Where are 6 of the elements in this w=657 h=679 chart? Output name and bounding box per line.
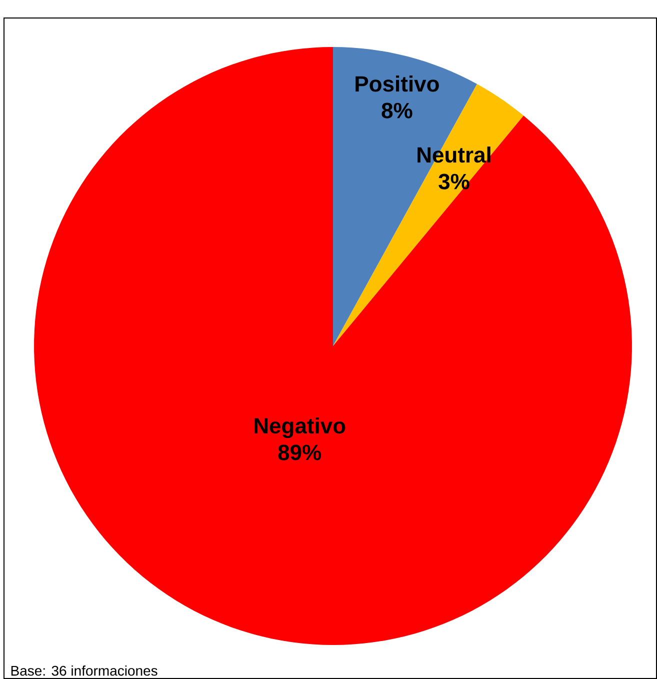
slice-label: Negativo	[254, 417, 346, 438]
data-label: 3%	[438, 174, 470, 190]
data-label: 8%	[382, 102, 412, 118]
text: Base: 36 informaciones	[11, 665, 158, 676]
data-label: 89%	[278, 444, 322, 460]
slice-label: Positivo	[356, 76, 439, 92]
